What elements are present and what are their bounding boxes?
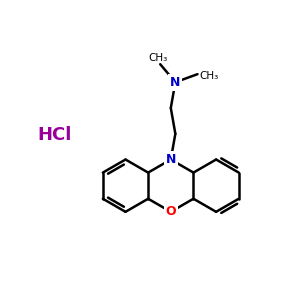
Text: CH₃: CH₃ — [148, 53, 167, 63]
Text: HCl: HCl — [38, 126, 72, 144]
Text: CH₃: CH₃ — [200, 71, 219, 81]
Text: N: N — [170, 76, 181, 89]
Text: N: N — [166, 153, 176, 166]
Text: O: O — [166, 205, 176, 218]
